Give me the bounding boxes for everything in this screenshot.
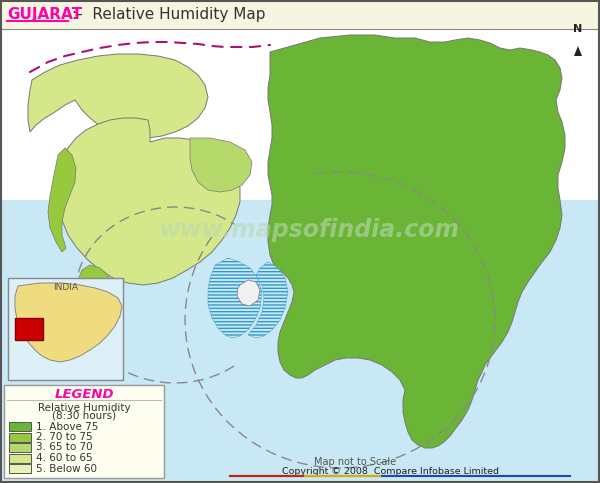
Text: 4. 60 to 65: 4. 60 to 65 bbox=[36, 453, 92, 463]
Polygon shape bbox=[208, 258, 262, 338]
Text: 2. 70 to 75: 2. 70 to 75 bbox=[36, 432, 92, 442]
Polygon shape bbox=[48, 148, 76, 252]
Bar bbox=[9, 454, 31, 463]
Bar bbox=[4, 385, 164, 478]
Text: LEGEND: LEGEND bbox=[54, 387, 114, 400]
Bar bbox=[9, 464, 31, 473]
Polygon shape bbox=[78, 265, 112, 300]
Bar bbox=[15, 318, 43, 340]
Text: 5. Below 60: 5. Below 60 bbox=[36, 464, 97, 473]
Bar bbox=[9, 422, 31, 431]
Polygon shape bbox=[190, 138, 252, 192]
Text: :-  Relative Humidity Map: :- Relative Humidity Map bbox=[72, 8, 265, 23]
Text: N: N bbox=[574, 24, 583, 34]
Text: (8:30 hours): (8:30 hours) bbox=[52, 411, 116, 421]
Text: GUJARAT: GUJARAT bbox=[7, 8, 82, 23]
Polygon shape bbox=[15, 283, 122, 362]
Polygon shape bbox=[268, 35, 565, 448]
Polygon shape bbox=[237, 280, 260, 306]
Polygon shape bbox=[574, 46, 582, 56]
Polygon shape bbox=[28, 54, 208, 138]
Text: www.mapsofindia.com: www.mapsofindia.com bbox=[160, 218, 461, 242]
Text: Copyright © 2008  Compare Infobase Limited: Copyright © 2008 Compare Infobase Limite… bbox=[281, 468, 499, 477]
Text: INDIA: INDIA bbox=[53, 283, 78, 292]
Bar bbox=[9, 432, 31, 441]
Polygon shape bbox=[202, 262, 280, 342]
Polygon shape bbox=[57, 118, 240, 285]
Text: Map not to Scale: Map not to Scale bbox=[314, 457, 396, 467]
Text: Relative Humidity: Relative Humidity bbox=[38, 403, 130, 413]
Bar bbox=[9, 443, 31, 452]
Text: 3. 65 to 70: 3. 65 to 70 bbox=[36, 442, 92, 453]
Polygon shape bbox=[248, 262, 288, 338]
Bar bbox=[8, 278, 123, 380]
Bar bbox=[1, 1, 599, 29]
Polygon shape bbox=[1, 29, 599, 200]
Text: 1. Above 75: 1. Above 75 bbox=[36, 422, 98, 431]
